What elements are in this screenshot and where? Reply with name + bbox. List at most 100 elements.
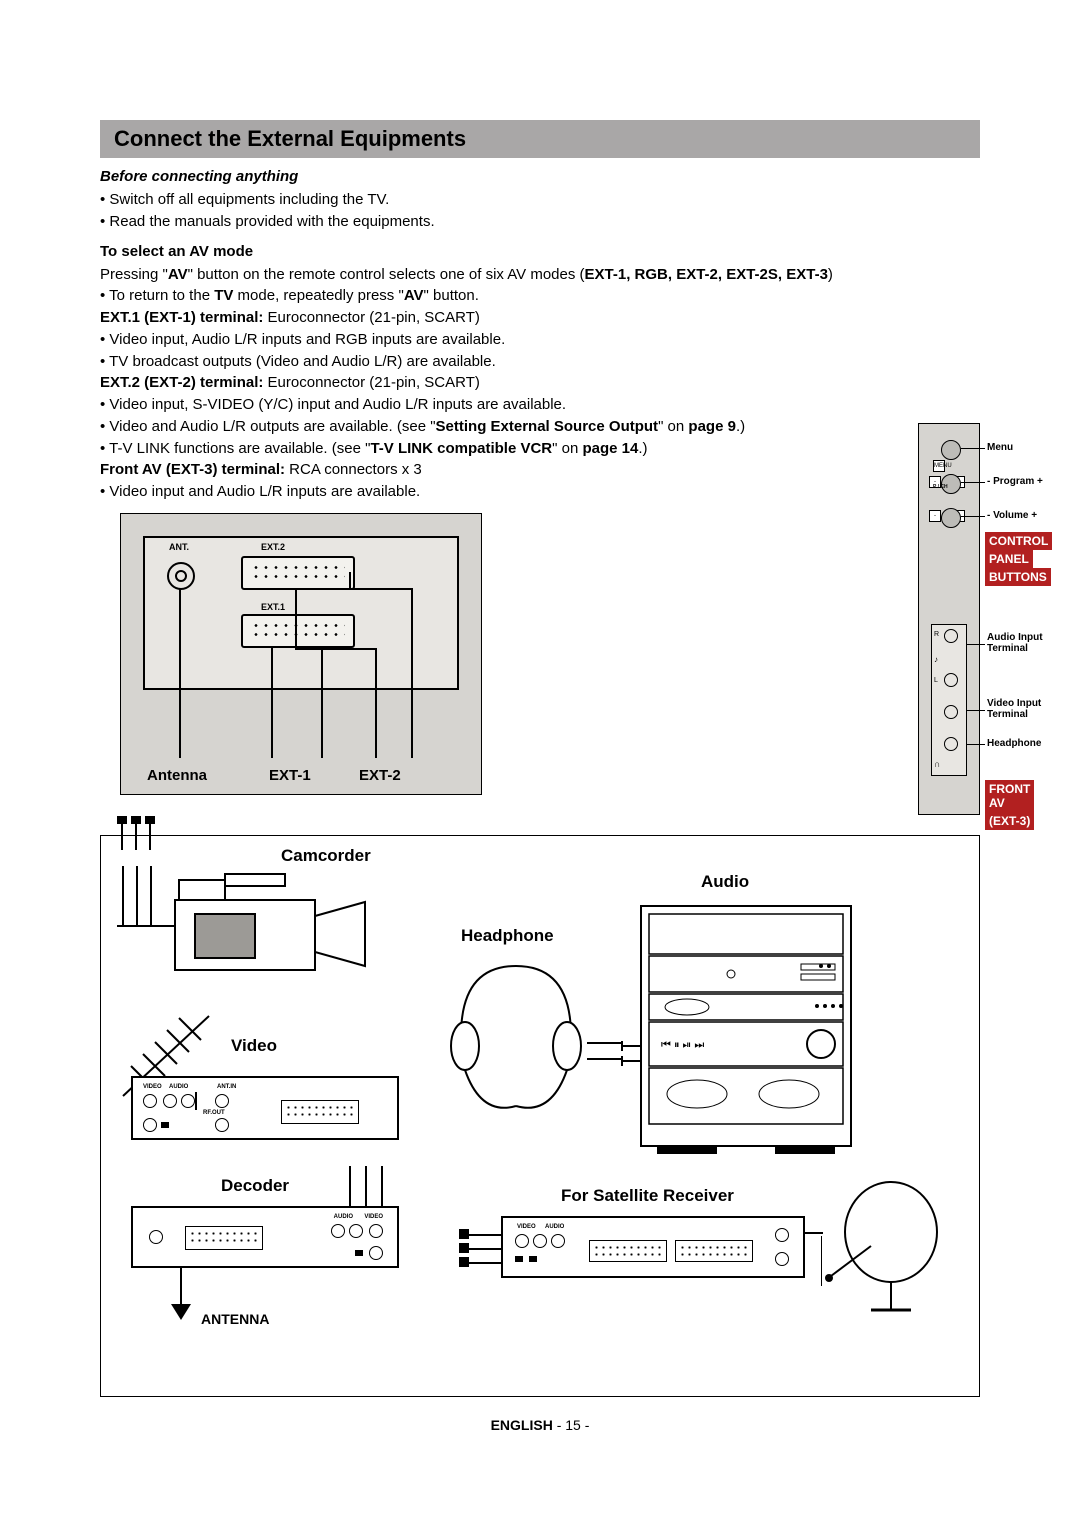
satellite-receiver-icon: VIDEO AUDIO — [501, 1216, 805, 1278]
txt: .) — [638, 440, 647, 457]
ext2-b1: • Video input, S-VIDEO (Y/C) input and A… — [100, 394, 980, 416]
ext3-desc: RCA connectors x 3 — [285, 461, 422, 478]
av-bold: AV — [404, 287, 424, 304]
bold: Setting External Source Output — [436, 418, 659, 435]
wire — [349, 588, 413, 590]
wire — [271, 646, 273, 758]
decoder-label: Decoder — [221, 1176, 289, 1196]
volume-button-icon — [941, 508, 961, 528]
before-bullet-2: • Read the manuals provided with the equ… — [100, 211, 980, 233]
txt: • T-V LINK functions are available. (see… — [100, 440, 370, 457]
txt: • To return to the — [100, 287, 214, 304]
ext3-b1: • Video input and Audio L/R inputs are a… — [100, 481, 980, 503]
leader — [961, 482, 985, 483]
decoder-icon: VIDEO AUDIO — [131, 1206, 399, 1268]
txt: ) — [828, 266, 833, 283]
ext2-b2: • Video and Audio L/R outputs are availa… — [100, 416, 980, 438]
page-bold: page 14 — [582, 440, 638, 457]
satellite-label: For Satellite Receiver — [561, 1186, 734, 1206]
ext1-scart-icon — [241, 614, 355, 648]
plug-icon — [145, 816, 155, 824]
front-av-banner: FRONT AV (EXT-3) — [985, 780, 1034, 830]
satellite-dish-icon — [821, 1176, 951, 1316]
vcr-a: AUDIO — [169, 1084, 188, 1090]
return-line: • To return to the TV mode, repeatedly p… — [100, 285, 980, 307]
caption-ext2: EXT-2 — [359, 767, 401, 784]
t: Audio Input — [987, 632, 1043, 643]
leader — [967, 710, 985, 711]
banner-line: FRONT AV — [985, 780, 1034, 812]
leader — [961, 516, 985, 517]
ext2-desc: Euroconnector (21-pin, SCART) — [263, 374, 479, 391]
section-title: Connect the External Equipments — [100, 120, 980, 158]
dec-v: VIDEO — [364, 1214, 383, 1220]
caption-ext1: EXT-1 — [269, 767, 311, 784]
av-mode-heading: To select an AV mode — [100, 243, 980, 260]
ext3-title: Front AV (EXT-3) terminal: — [100, 461, 285, 478]
ext3-terminal: Front AV (EXT-3) terminal: RCA connector… — [100, 459, 980, 481]
ant-label: ANT. — [169, 542, 189, 552]
plug-icon — [131, 816, 141, 824]
headphone-label: Headphone — [461, 926, 554, 946]
footer-page: - 15 - — [553, 1417, 590, 1433]
vcr-v: VIDEO — [143, 1084, 162, 1090]
plug-icon — [117, 816, 127, 824]
leader — [967, 744, 985, 745]
wire — [121, 820, 123, 850]
t: Terminal — [987, 709, 1028, 720]
ext1-desc: Euroconnector (21-pin, SCART) — [263, 309, 479, 326]
tv-bold: TV — [214, 287, 233, 304]
menu-label: Menu — [987, 442, 1013, 453]
footer-lang: ENGLISH — [491, 1417, 553, 1433]
wire — [135, 820, 137, 850]
av-mode-line: Pressing "AV" button on the remote contr… — [100, 264, 980, 286]
ext1-b1: • Video input, Audio L/R inputs and RGB … — [100, 329, 980, 351]
before-bullet-1: • Switch off all equipments including th… — [100, 189, 980, 211]
front-av-cluster: R ♪ L ∩ — [931, 624, 967, 776]
wire — [469, 1248, 501, 1250]
txt: " on — [552, 440, 582, 457]
minus-btn-icon: - — [929, 510, 941, 522]
wire — [349, 572, 351, 590]
antenna-arrow-icon — [161, 1266, 201, 1322]
plug-icon — [459, 1257, 469, 1267]
wire — [179, 588, 181, 758]
banner-line: PANEL — [985, 550, 1033, 568]
program-label: - Program + — [987, 476, 1043, 487]
wire — [365, 1166, 367, 1206]
page-footer: ENGLISH - 15 - — [100, 1417, 980, 1433]
wire — [469, 1262, 501, 1264]
plug-icon — [459, 1243, 469, 1253]
vcr-ant: ANT.IN — [217, 1084, 236, 1090]
txt: .) — [736, 418, 745, 435]
wire — [381, 1166, 383, 1206]
av-bold: AV — [168, 266, 188, 283]
plug-icon — [459, 1229, 469, 1239]
bold: T-V LINK compatible VCR — [370, 440, 552, 457]
rear-panel-diagram: ANT. EXT.2 EXT.1 Antenna EXT-1 EXT-2 — [120, 513, 482, 795]
wire — [469, 1234, 501, 1236]
before-connecting-heading: Before connecting anything — [100, 168, 980, 185]
control-panel-banner: CONTROL PANEL BUTTONS — [985, 532, 1052, 586]
sat-v: VIDEO — [517, 1224, 536, 1230]
dec-a: AUDIO — [334, 1214, 353, 1220]
banner-line: BUTTONS — [985, 568, 1051, 586]
ext2-scart-icon — [241, 556, 355, 590]
headphone-icon — [431, 946, 601, 1116]
menu-button-icon — [941, 440, 961, 460]
ext1-title: EXT.1 (EXT-1) terminal: — [100, 309, 263, 326]
wire — [295, 648, 377, 650]
t: Terminal — [987, 643, 1028, 654]
t: Video Input — [987, 698, 1041, 709]
camcorder-icon — [117, 866, 387, 996]
wire — [321, 646, 323, 758]
ext1-label: EXT.1 — [261, 602, 285, 612]
small-btn-icon: MENU — [933, 460, 945, 472]
wire — [295, 588, 297, 648]
txt: mode, repeatedly press " — [233, 287, 403, 304]
wire — [349, 1166, 351, 1206]
wire — [587, 1042, 623, 1044]
banner-line: CONTROL — [985, 532, 1052, 550]
headphone-label: Headphone — [987, 738, 1041, 749]
audio-label: Audio — [701, 872, 749, 892]
